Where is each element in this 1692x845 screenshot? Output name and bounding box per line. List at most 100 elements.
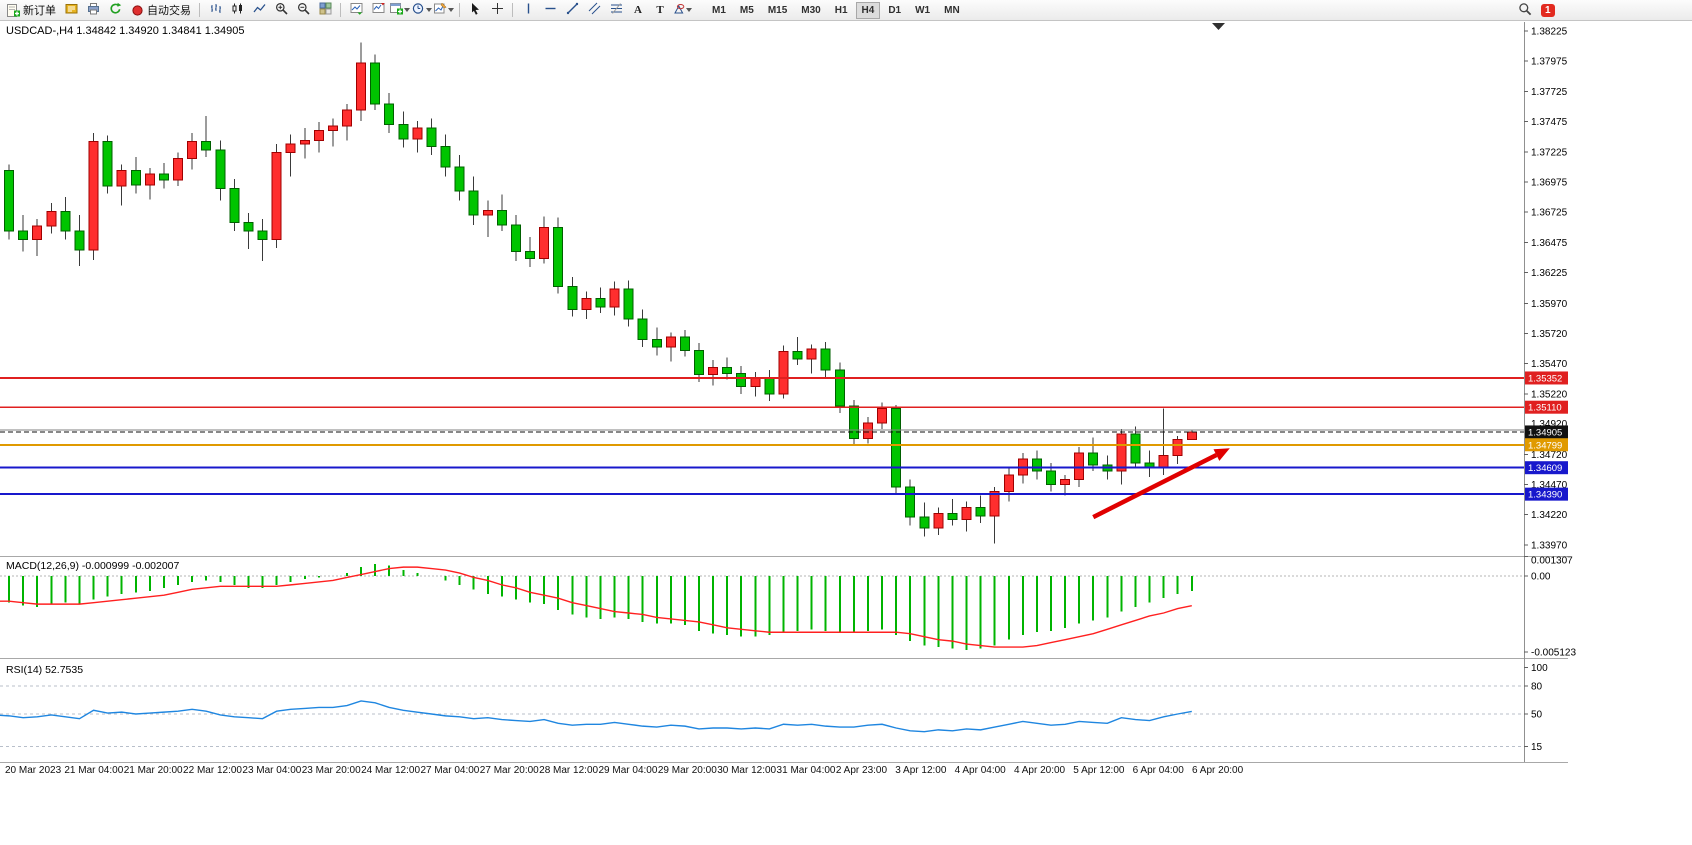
chart-shift-button[interactable] [368,1,388,19]
candle-body [1186,431,1197,441]
text-tool-button[interactable]: A [628,1,648,19]
refresh-icon [109,2,122,18]
zoom-in-button[interactable] [271,1,291,19]
candle-body [440,145,451,168]
price-badge [1525,438,1568,452]
chart-shift-icon [372,2,385,18]
channel-icon [588,2,601,18]
timeframe-button-m30[interactable]: M30 [795,2,826,19]
candle-body [398,124,409,140]
timeframe-button-h4[interactable]: H4 [855,1,881,19]
line-chart-icon [252,2,266,18]
dropdown-caret-icon [448,8,454,12]
label-tool-icon: T [656,4,664,16]
time-axis-label: 6 Apr 04:00 [1133,765,1185,776]
dropdown-caret-icon [686,8,692,12]
channel-tool-button[interactable] [584,1,604,19]
chart-shift-marker[interactable] [1212,23,1225,30]
time-axis-label: 3 Apr 12:00 [895,765,947,776]
candle-body [285,143,296,153]
toolbar-separator [199,3,200,17]
periods-button[interactable] [412,1,432,19]
shapes-icon [672,2,685,18]
auto-trading-label: 自动交易 [147,5,191,17]
auto-scroll-button[interactable] [346,1,366,19]
timeframe-button-d1[interactable]: D1 [882,2,907,19]
candle-body [102,141,113,187]
candle-body [792,351,803,360]
candlestick-mode-button[interactable] [227,1,247,19]
auto-trading-button[interactable]: 自动交易 [126,1,195,19]
timeframe-button-m15[interactable]: M15 [762,2,793,19]
price-badge-label: 1.34905 [1528,427,1562,438]
search-button[interactable] [1515,2,1535,20]
chart-title: USDCAD-,H4 1.34842 1.34920 1.34841 1.349… [6,25,245,37]
horizontal-line-tool-button[interactable] [540,1,560,19]
notification-badge[interactable]: 1 [1541,4,1555,17]
candle-body [975,506,986,517]
candle-body [327,125,338,132]
trendline-tool-button[interactable] [562,1,582,19]
cursor-button[interactable] [465,1,485,19]
price-badge-label: 1.35352 [1528,373,1562,384]
print-button[interactable] [83,1,103,19]
candle-body [496,209,507,226]
zoom-in-icon [275,2,288,18]
templates-button[interactable] [434,1,454,19]
candle-body [271,151,282,240]
new-chart-button[interactable] [390,1,410,19]
dropdown-caret-icon [426,8,432,12]
trendline-icon [566,2,579,18]
time-axis-label: 28 Mar 12:00 [539,765,598,776]
candle-body [215,149,226,190]
timeframe-button-h1[interactable]: H1 [829,2,854,19]
candle-body [764,377,775,395]
candle-body [173,157,184,181]
toolbar-separator [512,3,513,17]
candle-body [1088,452,1099,466]
market-depth-button[interactable] [61,1,81,19]
candle-body [158,173,169,181]
tile-windows-button[interactable] [315,1,335,19]
time-axis-label: 20 Mar 2023 [5,765,62,776]
shapes-tool-button[interactable] [672,1,692,19]
trend-arrow[interactable] [1092,453,1218,520]
candle-body [947,512,958,521]
rsi-tick-label: 15 [1531,742,1543,753]
candle-body [1130,433,1141,464]
price-badge [1525,461,1568,475]
new-order-button[interactable]: 新订单 [2,1,60,19]
refresh-button[interactable] [105,1,125,19]
new-order-icon [6,3,20,17]
timeframe-button-w1[interactable]: W1 [909,2,936,19]
candle-body [961,506,972,521]
vertical-line-tool-button[interactable] [518,1,538,19]
timeframe-button-m1[interactable]: M1 [706,2,732,19]
timeframe-button-mn[interactable]: MN [938,2,966,19]
price-tick-label: 1.37475 [1531,117,1568,128]
label-tool-button[interactable]: T [650,1,670,19]
toolbar: 新订单 自动交易 A T M1 M5 M15 M30 H1 H4 D1 W [0,0,1692,21]
candle-body [187,141,198,159]
new-chart-icon [390,2,403,18]
price-badge [1525,400,1568,414]
price-tick-label: 1.35470 [1531,359,1568,370]
zoom-out-button[interactable] [293,1,313,19]
price-axis-value: 1.34920 [1531,419,1568,430]
candle-body [342,109,352,127]
template-icon [434,2,447,18]
line-chart-mode-button[interactable] [249,1,269,19]
time-axis-label: 23 Mar 20:00 [302,765,361,776]
price-tick-label: 1.37975 [1531,57,1568,68]
timeframe-button-m5[interactable]: M5 [734,2,760,19]
search-icon [1518,2,1532,19]
crosshair-button[interactable] [487,1,507,19]
fibonacci-tool-button[interactable] [606,1,626,19]
candle-body [510,224,521,252]
candle-body [637,318,648,341]
candle-body [201,141,212,151]
candle-body [313,130,324,141]
bar-chart-mode-button[interactable] [205,1,225,19]
dropdown-caret-icon [404,8,410,12]
